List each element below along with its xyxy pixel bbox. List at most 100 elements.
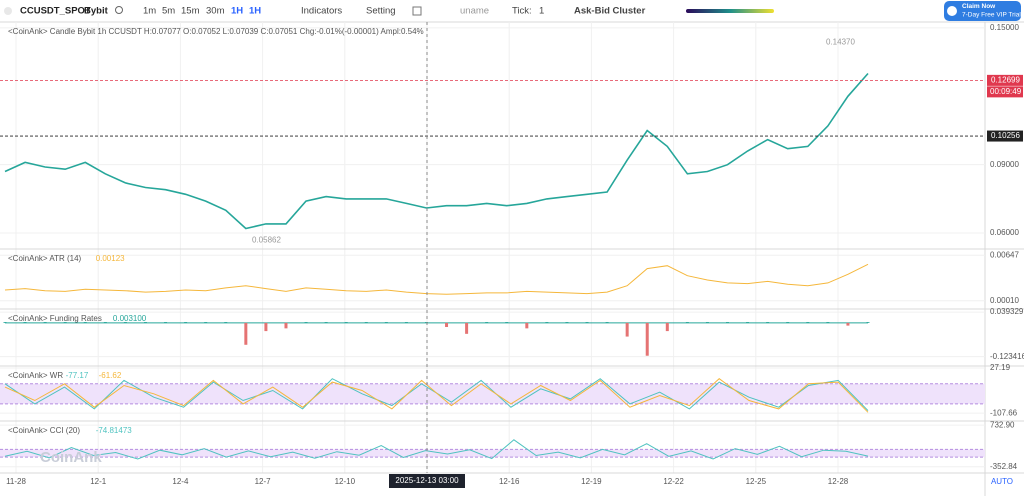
funding-bar	[63, 322, 67, 323]
funding-bar	[344, 322, 348, 323]
series-line	[4, 439, 869, 460]
promo-button[interactable]	[944, 1, 1021, 21]
interval-dropdown[interactable]: 1H	[249, 6, 261, 17]
y-tick-label: 0.039329	[990, 307, 1024, 316]
x-tick-label: 12-25	[746, 477, 767, 486]
funding-bar	[284, 322, 288, 329]
low-label: 0.05862	[252, 235, 281, 244]
interval-option[interactable]: 1H	[231, 6, 243, 17]
funding-bar	[264, 322, 268, 332]
symbol-icon	[4, 7, 12, 15]
symbol[interactable]: CCUSDT_SPOT	[20, 6, 91, 17]
promo-title[interactable]: Claim Now	[962, 3, 996, 10]
funding-bar	[726, 322, 730, 323]
exchange[interactable]: Bybit	[84, 6, 109, 17]
scale-mode[interactable]: AUTO	[991, 477, 1013, 486]
x-tick-label: 12-16	[499, 477, 520, 486]
heatmap-slider[interactable]	[686, 9, 774, 13]
legend-value: -74.81473	[96, 426, 133, 435]
x-tick-label: 12-7	[255, 477, 272, 486]
x-tick-label: 12-28	[828, 477, 849, 486]
funding-bar	[525, 322, 529, 329]
panel-legend: <CoinAnk> Funding Rates	[8, 314, 102, 323]
countdown-label: 00:09:49	[990, 87, 1022, 96]
funding-bar	[746, 322, 750, 323]
price-tag	[987, 130, 1023, 142]
funding-bar	[565, 322, 569, 323]
funding-bar	[83, 322, 87, 323]
y-tick-label: 0.15000	[990, 23, 1019, 32]
funding-bar	[3, 322, 7, 323]
high-label: 0.14370	[826, 37, 855, 46]
legend-value: 0.00123	[96, 254, 125, 263]
y-tick-label: -107.66	[990, 408, 1018, 417]
funding-bar	[605, 322, 609, 323]
funding-bar	[866, 322, 870, 323]
funding-bar	[324, 322, 328, 323]
funding-bar	[625, 322, 629, 337]
watermark: CoinAnk	[40, 449, 102, 466]
x-tick-label: 12-22	[663, 477, 684, 486]
funding-bar	[103, 322, 107, 323]
panel-legend: <CoinAnk> ATR (14)	[8, 254, 82, 263]
funding-bar	[424, 322, 428, 323]
funding-bar	[826, 322, 830, 323]
funding-bar	[485, 322, 489, 323]
funding-bar	[43, 322, 47, 323]
layout-icon[interactable]	[412, 6, 422, 16]
funding-bar	[384, 322, 388, 323]
x-tick-label: 12-10	[335, 477, 356, 486]
funding-bar	[404, 322, 408, 323]
y-tick-label: -352.84	[990, 462, 1018, 471]
crosshair-box	[389, 474, 465, 488]
y-tick-label: 27.19	[990, 363, 1011, 372]
legend-value: -77.17	[66, 371, 89, 380]
funding-bar	[23, 322, 27, 323]
y-tick-label: 0.06000	[990, 228, 1019, 237]
x-tick-label: 12-4	[172, 477, 189, 486]
promo-subtitle[interactable]: 7-Day Free VIP Trial	[962, 12, 1021, 19]
interval-option[interactable]: 1m	[143, 6, 156, 17]
series-line	[4, 263, 869, 295]
funding-bar	[184, 322, 188, 323]
tick-value[interactable]: 1	[539, 6, 544, 17]
funding-bar	[445, 322, 449, 327]
x-tick-label: 11-28	[6, 477, 26, 486]
funding-bar	[505, 322, 509, 323]
funding-bar	[465, 322, 469, 334]
funding-bar	[705, 322, 709, 323]
series-line	[4, 72, 869, 230]
interval-option[interactable]: 15m	[181, 6, 200, 17]
search-icon[interactable]	[115, 6, 123, 14]
x-tick-label: 12-1	[90, 477, 107, 486]
y-tick-label: -0.123416	[990, 352, 1024, 361]
promo-icon	[947, 6, 957, 16]
funding-bar	[244, 322, 248, 345]
funding-bar	[685, 322, 689, 323]
interval-option[interactable]: 30m	[206, 6, 225, 17]
series-line	[4, 378, 869, 413]
funding-bar	[766, 322, 770, 323]
indicators-button[interactable]: Indicators	[301, 6, 342, 17]
funding-bar	[123, 322, 127, 323]
funding-bar	[204, 322, 208, 323]
setting-button[interactable]: Setting	[366, 6, 396, 17]
cluster-dropdown[interactable]: Ask-Bid Cluster	[574, 6, 646, 17]
y-tick-label: 732.90	[990, 420, 1015, 429]
band	[0, 383, 985, 404]
funding-bar	[806, 322, 810, 323]
user-dropdown[interactable]: uname	[460, 6, 489, 17]
funding-bar	[846, 322, 850, 326]
interval-group: 1m 5m 15m 30m 1H	[143, 6, 243, 17]
y-tick-label: 0.00010	[990, 296, 1019, 305]
toolbar	[0, 0, 1024, 22]
funding-bar	[545, 322, 549, 323]
funding-bar	[585, 322, 589, 323]
funding-bar	[224, 322, 228, 323]
interval-option[interactable]: 5m	[162, 6, 175, 17]
funding-bar	[364, 322, 368, 323]
crosshair-label: 2025-12-13 03:00	[395, 476, 459, 485]
panel-legend: <CoinAnk> CCI (20)	[8, 426, 80, 435]
panel-legend: <CoinAnk> WR	[8, 371, 63, 380]
